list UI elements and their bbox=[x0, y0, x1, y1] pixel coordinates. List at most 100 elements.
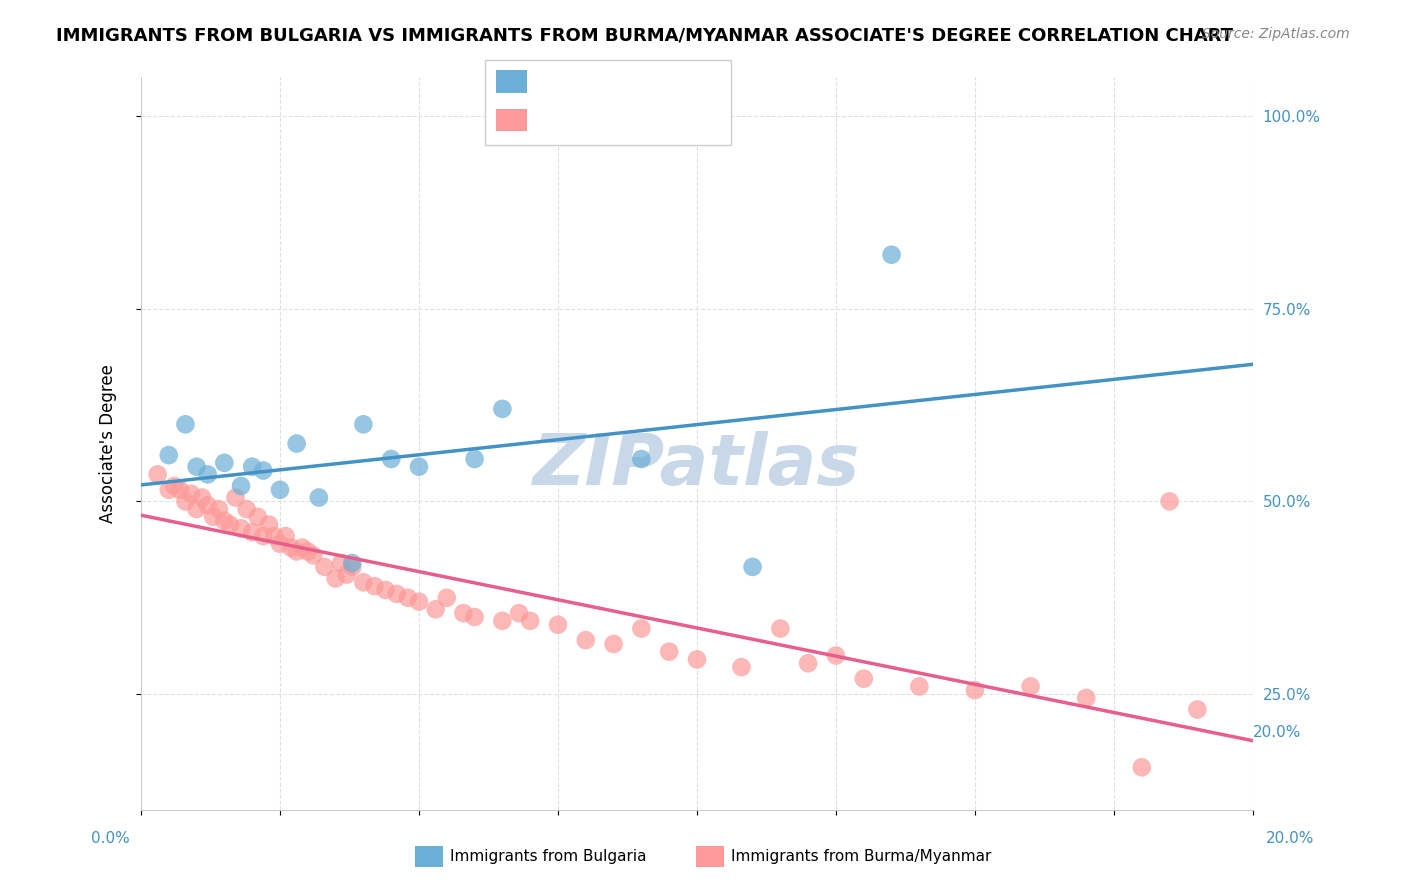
Point bbox=[1187, 702, 1209, 716]
Point bbox=[1076, 690, 1098, 705]
Point bbox=[385, 587, 408, 601]
Point bbox=[491, 614, 513, 628]
Point bbox=[686, 652, 709, 666]
Point bbox=[342, 556, 364, 570]
Text: 20: 20 bbox=[672, 71, 695, 89]
Point bbox=[769, 622, 792, 636]
Point bbox=[380, 452, 402, 467]
Point bbox=[269, 537, 291, 551]
Point bbox=[197, 467, 219, 482]
Point bbox=[396, 591, 419, 605]
Point bbox=[229, 521, 252, 535]
Point bbox=[342, 560, 364, 574]
Point bbox=[575, 633, 598, 648]
Point bbox=[202, 509, 225, 524]
Text: 20.0%: 20.0% bbox=[1253, 725, 1302, 740]
Point bbox=[453, 606, 475, 620]
Text: 64: 64 bbox=[672, 111, 695, 128]
Point bbox=[630, 452, 652, 467]
Point bbox=[602, 637, 624, 651]
Text: ZIPatlas: ZIPatlas bbox=[533, 431, 860, 500]
Text: Immigrants from Bulgaria: Immigrants from Bulgaria bbox=[450, 849, 647, 863]
Point bbox=[157, 483, 180, 497]
Text: 20.0%: 20.0% bbox=[1267, 831, 1315, 846]
Point bbox=[508, 606, 530, 620]
Point bbox=[274, 529, 297, 543]
Point bbox=[408, 594, 430, 608]
Point bbox=[219, 517, 242, 532]
Point bbox=[297, 544, 319, 558]
Point bbox=[314, 560, 336, 574]
Point bbox=[191, 491, 214, 505]
Point bbox=[174, 417, 197, 432]
Point bbox=[464, 452, 486, 467]
Point bbox=[336, 567, 359, 582]
Point bbox=[325, 571, 347, 585]
Text: N =: N = bbox=[636, 71, 672, 89]
Point bbox=[436, 591, 458, 605]
Point bbox=[252, 529, 274, 543]
Point bbox=[302, 549, 325, 563]
Point bbox=[630, 622, 652, 636]
Point bbox=[169, 483, 191, 497]
Y-axis label: Associate's Degree: Associate's Degree bbox=[100, 364, 117, 523]
Text: R =: R = bbox=[534, 111, 571, 128]
Point bbox=[229, 479, 252, 493]
Point bbox=[214, 456, 236, 470]
Point bbox=[880, 248, 903, 262]
Point bbox=[186, 502, 208, 516]
Point bbox=[257, 517, 280, 532]
Point bbox=[180, 486, 202, 500]
Point bbox=[963, 683, 986, 698]
Point bbox=[197, 498, 219, 512]
Point bbox=[285, 436, 308, 450]
Point bbox=[1019, 679, 1042, 693]
Point bbox=[330, 556, 353, 570]
Point bbox=[852, 672, 875, 686]
Point bbox=[214, 514, 236, 528]
Text: 0.203: 0.203 bbox=[572, 71, 624, 89]
Point bbox=[1130, 760, 1153, 774]
Point bbox=[263, 529, 285, 543]
Point bbox=[363, 579, 385, 593]
Point bbox=[174, 494, 197, 508]
Point bbox=[291, 541, 314, 555]
Point bbox=[235, 502, 257, 516]
Text: Source: ZipAtlas.com: Source: ZipAtlas.com bbox=[1202, 27, 1350, 41]
Point bbox=[186, 459, 208, 474]
Point bbox=[308, 491, 330, 505]
Point bbox=[224, 491, 246, 505]
Text: -0.397: -0.397 bbox=[572, 111, 631, 128]
Text: N =: N = bbox=[636, 111, 672, 128]
Text: R =: R = bbox=[534, 71, 571, 89]
Point bbox=[146, 467, 169, 482]
Point bbox=[285, 544, 308, 558]
Point bbox=[491, 401, 513, 416]
Point bbox=[547, 617, 569, 632]
Point bbox=[352, 417, 374, 432]
Point bbox=[208, 502, 231, 516]
Point bbox=[352, 575, 374, 590]
Point bbox=[464, 610, 486, 624]
Point bbox=[269, 483, 291, 497]
Point bbox=[730, 660, 752, 674]
Point bbox=[825, 648, 848, 663]
Point bbox=[425, 602, 447, 616]
Point bbox=[908, 679, 931, 693]
Point bbox=[280, 541, 302, 555]
Point bbox=[519, 614, 541, 628]
Point bbox=[246, 509, 269, 524]
Point bbox=[252, 464, 274, 478]
Point bbox=[797, 657, 820, 671]
Point bbox=[163, 479, 186, 493]
Point bbox=[408, 459, 430, 474]
Text: IMMIGRANTS FROM BULGARIA VS IMMIGRANTS FROM BURMA/MYANMAR ASSOCIATE'S DEGREE COR: IMMIGRANTS FROM BULGARIA VS IMMIGRANTS F… bbox=[56, 27, 1233, 45]
Point bbox=[741, 560, 763, 574]
Point bbox=[240, 459, 263, 474]
Point bbox=[658, 645, 681, 659]
Point bbox=[374, 582, 396, 597]
Point bbox=[240, 525, 263, 540]
Text: Immigrants from Burma/Myanmar: Immigrants from Burma/Myanmar bbox=[731, 849, 991, 863]
Point bbox=[1159, 494, 1181, 508]
Text: 0.0%: 0.0% bbox=[91, 831, 131, 846]
